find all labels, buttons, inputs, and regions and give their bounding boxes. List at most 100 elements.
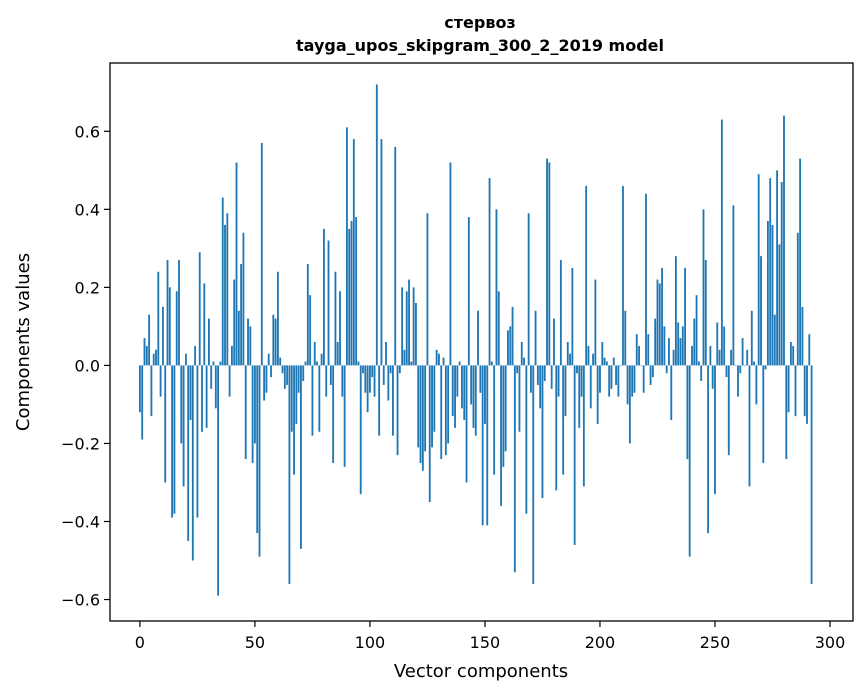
x-axis-label: Vector components	[394, 661, 568, 682]
bar-component-86	[336, 342, 339, 366]
bar-component-50	[254, 365, 256, 444]
bar-component-280	[783, 115, 785, 366]
y-tick-label: −0.4	[61, 512, 100, 531]
bar-component-166	[520, 342, 523, 366]
bar-component-139	[458, 361, 461, 366]
bar-component-28	[203, 283, 206, 366]
bar-component-185	[564, 365, 567, 417]
bar-component-189	[573, 365, 576, 545]
bar-component-210	[622, 185, 624, 366]
bar-component-32	[212, 361, 215, 366]
bar-component-9	[159, 365, 162, 397]
bar-component-249	[711, 365, 714, 389]
bar-component-233	[674, 256, 677, 366]
bar-component-98	[364, 365, 367, 393]
bar-component-16	[175, 291, 178, 366]
bar-component-76	[313, 342, 316, 366]
bar-component-115	[403, 349, 406, 366]
bar-component-172	[534, 310, 537, 366]
bar-component-96	[359, 365, 362, 495]
bar-component-147	[477, 310, 479, 366]
bar-component-57	[270, 365, 272, 378]
bar-component-247	[707, 365, 709, 534]
bar-component-264	[746, 349, 749, 366]
bar-component-113	[398, 365, 401, 374]
bar-component-120	[415, 302, 417, 366]
bar-component-187	[569, 353, 571, 366]
bar-component-25	[196, 365, 199, 518]
bar-component-49	[251, 365, 254, 463]
bar-component-241	[693, 318, 696, 366]
bar-component-225	[656, 279, 659, 366]
bar-component-156	[497, 291, 500, 366]
bar-component-10	[161, 306, 164, 366]
bar-component-250	[714, 365, 716, 495]
bar-component-53	[260, 142, 263, 366]
bar-component-283	[789, 342, 792, 366]
x-tick-label: 200	[585, 633, 616, 652]
bar-component-111	[394, 146, 397, 366]
bar-component-21	[187, 365, 190, 541]
bar-component-180	[553, 318, 555, 366]
bar-component-126	[428, 365, 431, 502]
bar-component-37	[224, 224, 226, 366]
bar-component-188	[571, 267, 574, 366]
bar-component-284	[792, 345, 795, 366]
bar-component-140	[461, 365, 463, 409]
bar-component-197	[592, 353, 594, 366]
bar-component-143	[467, 217, 470, 366]
bar-component-95	[357, 361, 360, 366]
bar-component-256	[727, 365, 730, 456]
x-tick-label: 0	[135, 633, 145, 652]
bar-component-30	[207, 318, 210, 366]
bar-component-260	[737, 365, 739, 397]
bar-component-41	[233, 279, 236, 366]
bar-component-255	[725, 365, 728, 378]
bar-component-138	[456, 365, 459, 397]
bar-component-242	[695, 295, 698, 366]
bar-component-286	[796, 232, 799, 366]
bar-component-109	[389, 365, 392, 374]
bar-component-196	[589, 365, 592, 409]
bar-component-192	[580, 365, 583, 397]
bar-component-0	[138, 365, 141, 413]
bar-component-151	[486, 365, 489, 526]
y-tick-label: 0.6	[75, 122, 100, 141]
bar-component-289	[803, 365, 806, 417]
bar-component-181	[555, 365, 558, 491]
bar-component-270	[760, 256, 762, 366]
bar-component-221	[647, 334, 650, 366]
bar-component-118	[410, 361, 413, 366]
bar-component-165	[518, 365, 521, 432]
bar-component-162	[511, 306, 514, 366]
bar-component-128	[433, 365, 436, 432]
bar-component-248	[709, 345, 712, 366]
bar-component-228	[663, 326, 666, 366]
bar-component-220	[645, 193, 647, 366]
bar-component-267	[753, 361, 756, 366]
bar-component-39	[228, 365, 231, 397]
bar-component-134	[447, 365, 450, 444]
bar-component-222	[649, 365, 652, 385]
bar-component-2	[143, 338, 146, 366]
bar-component-243	[697, 361, 700, 366]
bar-component-266	[750, 310, 753, 366]
bar-component-190	[576, 365, 578, 374]
bar-component-234	[677, 322, 680, 366]
bar-component-193	[582, 365, 585, 487]
bar-component-105	[380, 139, 383, 366]
bar-component-236	[681, 326, 684, 366]
bar-component-227	[661, 267, 663, 366]
bar-component-173	[536, 365, 539, 385]
bar-component-232	[672, 349, 675, 366]
bar-component-262	[741, 338, 744, 366]
x-tick-label: 250	[700, 633, 731, 652]
bar-component-11	[164, 365, 167, 483]
bar-component-259	[734, 365, 737, 366]
bar-component-83	[329, 365, 332, 385]
bar-component-107	[385, 342, 387, 366]
bar-component-33	[214, 365, 217, 409]
bar-component-226	[658, 283, 661, 366]
